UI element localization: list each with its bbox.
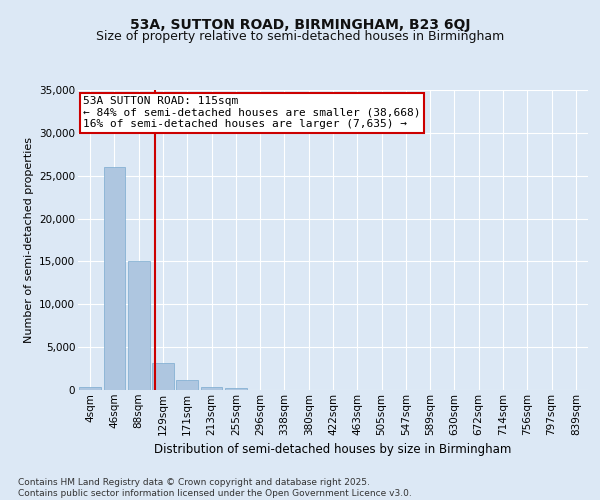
Text: 53A SUTTON ROAD: 115sqm
← 84% of semi-detached houses are smaller (38,668)
16% o: 53A SUTTON ROAD: 115sqm ← 84% of semi-de… — [83, 96, 421, 129]
Y-axis label: Number of semi-detached properties: Number of semi-detached properties — [23, 137, 34, 343]
Bar — [200, 386, 223, 390]
Text: 53A, SUTTON ROAD, BIRMINGHAM, B23 6QJ: 53A, SUTTON ROAD, BIRMINGHAM, B23 6QJ — [130, 18, 470, 32]
X-axis label: Distribution of semi-detached houses by size in Birmingham: Distribution of semi-detached houses by … — [154, 443, 512, 456]
Bar — [128, 262, 149, 390]
Bar — [225, 388, 247, 390]
Text: Size of property relative to semi-detached houses in Birmingham: Size of property relative to semi-detach… — [96, 30, 504, 43]
Bar — [152, 362, 174, 390]
Text: Contains HM Land Registry data © Crown copyright and database right 2025.
Contai: Contains HM Land Registry data © Crown c… — [18, 478, 412, 498]
Bar — [79, 386, 101, 390]
Bar — [104, 167, 125, 390]
Bar — [176, 380, 198, 390]
